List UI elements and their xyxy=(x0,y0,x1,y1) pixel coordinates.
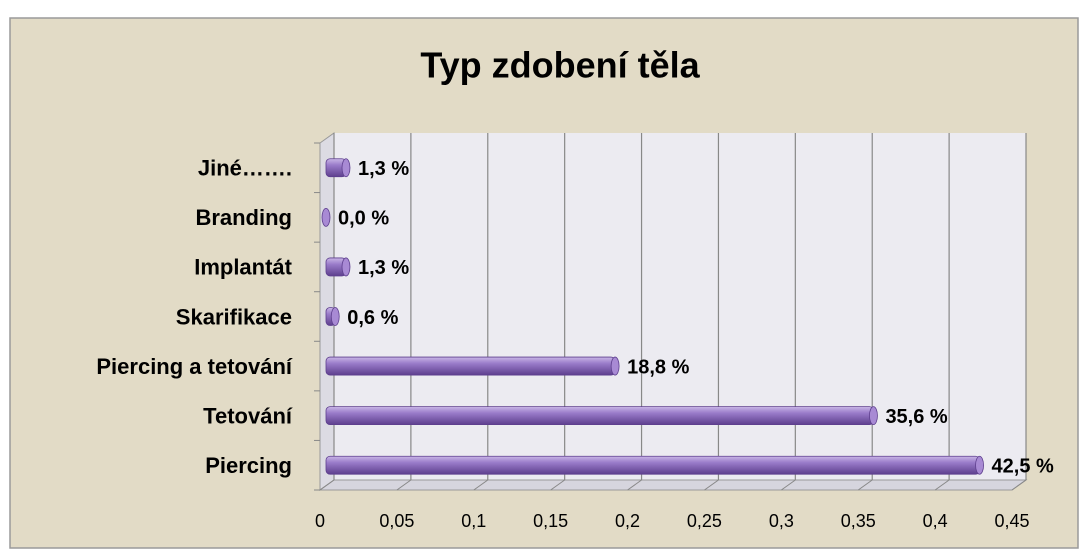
y-tick-label: Skarifikace xyxy=(176,304,292,329)
value-label: 0,0 % xyxy=(338,208,389,230)
x-tick-mark xyxy=(781,479,796,491)
x-tick-label: 0,15 xyxy=(533,511,568,531)
x-tick-mark xyxy=(473,479,489,491)
y-tick-label: Piercing xyxy=(205,453,292,478)
plot-wall xyxy=(320,133,1026,490)
x-tick-mark xyxy=(934,479,950,491)
x-tick-mark xyxy=(396,479,412,491)
value-label: 18,8 % xyxy=(627,356,689,378)
x-tick-mark xyxy=(550,479,565,491)
x-tick-label: 0,25 xyxy=(687,511,722,531)
x-tick-label: 0 xyxy=(315,511,325,531)
bar xyxy=(325,455,984,475)
y-tick-label: Jiné……. xyxy=(198,156,292,181)
x-tick-mark xyxy=(627,479,642,491)
y-tick-label: Tetování xyxy=(203,403,293,428)
bar xyxy=(325,158,351,178)
bar xyxy=(321,207,331,227)
x-tick-mark xyxy=(1011,479,1027,491)
x-tick-label: 0,4 xyxy=(923,511,948,531)
x-tick-label: 0,45 xyxy=(994,511,1029,531)
value-label: 35,6 % xyxy=(885,406,947,428)
x-tick-mark xyxy=(857,479,873,491)
x-tick-label: 0,2 xyxy=(615,511,640,531)
x-tick-label: 0,3 xyxy=(769,511,794,531)
x-tick-label: 0,35 xyxy=(841,511,876,531)
value-label: 0,6 % xyxy=(347,307,398,329)
x-tick-label: 0,1 xyxy=(461,511,486,531)
bar xyxy=(325,356,620,376)
x-tick-mark xyxy=(704,479,719,491)
value-label: 42,5 % xyxy=(992,455,1054,477)
bar xyxy=(325,406,878,426)
y-tick-label: Implantát xyxy=(194,255,292,280)
y-tick-label: Piercing a tetování xyxy=(96,354,293,379)
x-tick-mark xyxy=(319,479,335,491)
x-tick-label: 0,05 xyxy=(379,511,414,531)
bar xyxy=(325,257,351,277)
value-label: 1,3 % xyxy=(358,158,409,180)
bar xyxy=(325,307,340,326)
chart-title: Typ zdobení těla xyxy=(420,45,700,86)
value-label: 1,3 % xyxy=(358,257,409,279)
y-tick-label: Branding xyxy=(195,205,292,230)
floor xyxy=(318,479,1028,491)
